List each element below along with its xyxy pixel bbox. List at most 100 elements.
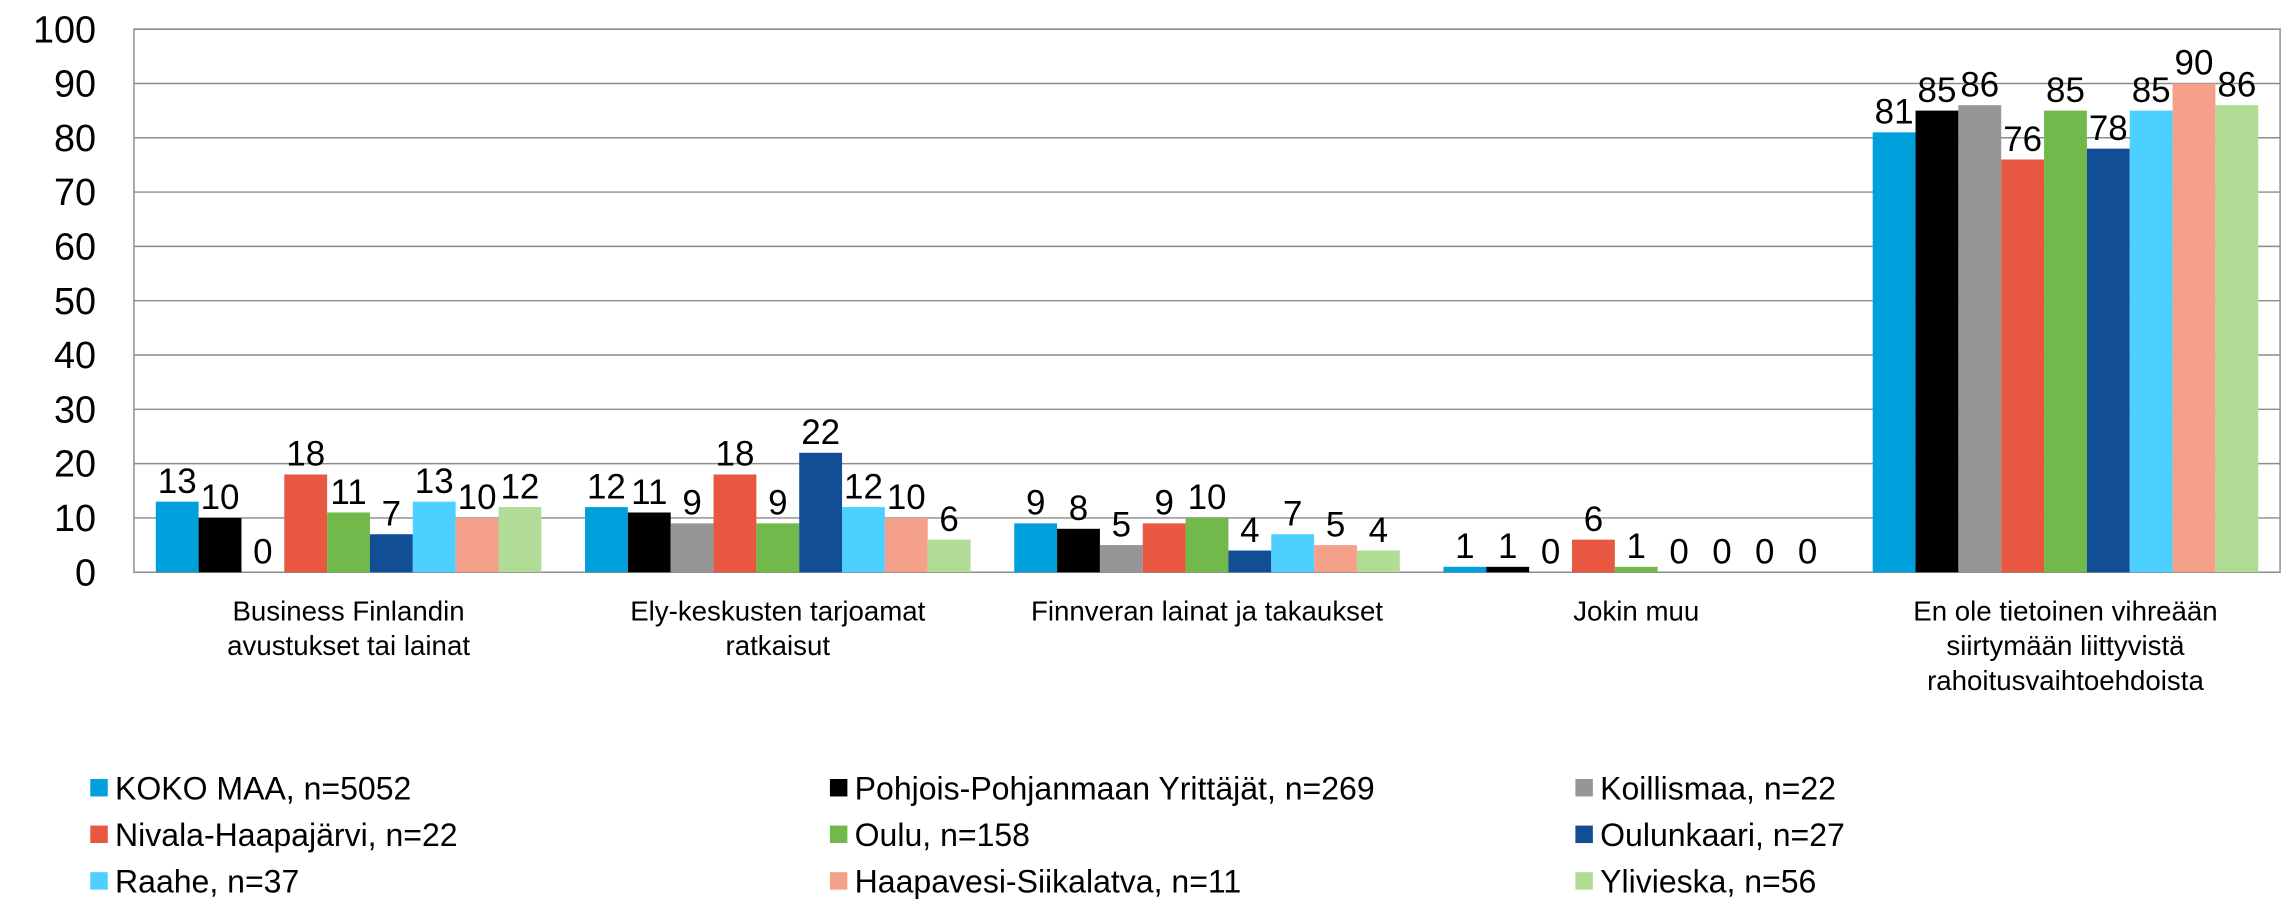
x-tick-label: Ely-keskusten tarjoamat: [630, 595, 925, 626]
data-label: 4: [1240, 511, 1259, 550]
legend-label: Pohjois-Pohjanmaan Yrittäjät, n=269: [855, 770, 1375, 806]
bar: [1142, 523, 1186, 573]
data-label: 7: [382, 494, 401, 533]
data-label: 6: [1584, 500, 1603, 539]
legend-swatch: [1575, 872, 1593, 890]
data-label: 85: [2132, 71, 2171, 110]
bar: [842, 507, 885, 573]
y-tick-label: 10: [54, 498, 96, 540]
legend-swatch: [90, 825, 108, 844]
y-tick-label: 0: [75, 552, 96, 594]
bar: [198, 517, 242, 573]
bar: [1057, 528, 1100, 573]
bar: [1099, 545, 1143, 573]
data-label: 0: [1712, 533, 1731, 572]
bar: [2129, 110, 2173, 573]
data-label: 86: [1960, 65, 1999, 104]
data-label: 12: [587, 467, 626, 506]
bar: [713, 474, 757, 573]
data-label: 9: [682, 484, 701, 523]
data-label: 10: [887, 478, 926, 517]
data-label: 5: [1112, 505, 1131, 544]
bar: [1443, 566, 1487, 573]
y-tick-label: 100: [33, 9, 96, 51]
legend-swatch: [1575, 825, 1593, 844]
x-tick-label: siirtymään liittyvistä: [1946, 630, 2185, 661]
legend-label: Haapavesi-Siikalatva, n=11: [855, 864, 1241, 899]
data-label: 10: [201, 478, 240, 517]
data-label: 78: [2089, 109, 2128, 148]
legend-label: Ylivieska, n=56: [1600, 864, 1816, 899]
data-label: 0: [1798, 533, 1817, 572]
data-label: 0: [1669, 533, 1688, 572]
data-label: 76: [2003, 120, 2042, 159]
bar: [1185, 517, 1229, 573]
bar: [1958, 105, 2002, 573]
data-label: 10: [1188, 478, 1227, 517]
y-tick-label: 80: [54, 118, 96, 160]
data-label: 18: [286, 435, 325, 474]
data-label: 1: [1455, 527, 1474, 566]
data-label: 12: [844, 467, 883, 506]
legend-label: Nivala-Haapajärvi, n=22: [115, 817, 458, 853]
x-tick-label: rahoitusvaihtoehdoista: [1927, 665, 2204, 696]
bar: [884, 517, 928, 573]
y-tick-label: 50: [54, 281, 96, 323]
bar: [1571, 539, 1615, 573]
data-label: 13: [158, 462, 197, 501]
legend-label: Koillismaa, n=22: [1600, 770, 1836, 806]
bar: [2215, 105, 2259, 573]
data-label: 0: [1541, 533, 1560, 572]
legend-swatch: [829, 872, 848, 890]
bar: [927, 539, 971, 573]
bar: [369, 534, 413, 573]
data-label: 1: [1627, 527, 1646, 566]
data-label: 8: [1069, 489, 1088, 528]
legend-swatch: [90, 778, 108, 797]
y-tick-label: 70: [54, 172, 96, 214]
x-tick-label: ratkaisut: [726, 630, 831, 661]
data-label: 90: [2175, 44, 2214, 83]
data-label: 85: [2046, 71, 2085, 110]
legend-swatch: [829, 825, 848, 844]
data-label: 22: [801, 413, 840, 452]
bar: [1314, 545, 1357, 573]
legend-swatch: [829, 778, 848, 797]
bar: [1228, 550, 1272, 573]
bar: [670, 523, 714, 573]
data-label: 13: [415, 462, 454, 501]
bar: [627, 512, 671, 573]
y-tick-label: 30: [54, 389, 96, 431]
bar: [284, 474, 328, 573]
data-label: 18: [716, 435, 755, 474]
bar: [2172, 83, 2216, 573]
data-label: 6: [939, 500, 958, 539]
bar: [1614, 566, 1658, 573]
legend-label: Raahe, n=37: [115, 864, 299, 899]
y-tick-label: 20: [54, 444, 96, 486]
x-tick-label: Jokin muu: [1573, 595, 1699, 626]
data-label: 4: [1369, 511, 1388, 550]
x-tick-label: En ole tietoinen vihreään: [1913, 595, 2217, 626]
data-label: 9: [1026, 484, 1045, 523]
data-label: 12: [500, 467, 539, 506]
bar: [1014, 523, 1058, 573]
data-label: 9: [1154, 484, 1173, 523]
x-tick-label: Finnveran lainat ja takaukset: [1031, 595, 1383, 626]
y-tick-label: 60: [54, 226, 96, 268]
data-label: 9: [768, 484, 787, 523]
y-tick-label: 90: [54, 64, 96, 106]
y-tick-label: 40: [54, 335, 96, 377]
legend-swatch: [1575, 778, 1593, 797]
bar: [2086, 148, 2130, 573]
bar: [2044, 110, 2087, 573]
data-label: 86: [2217, 65, 2256, 104]
data-label: 10: [458, 478, 497, 517]
bar: [1356, 550, 1400, 573]
legend-label: KOKO MAA, n=5052: [115, 770, 411, 806]
bar: [327, 512, 370, 573]
bar: [455, 517, 499, 573]
data-label: 81: [1875, 93, 1914, 132]
